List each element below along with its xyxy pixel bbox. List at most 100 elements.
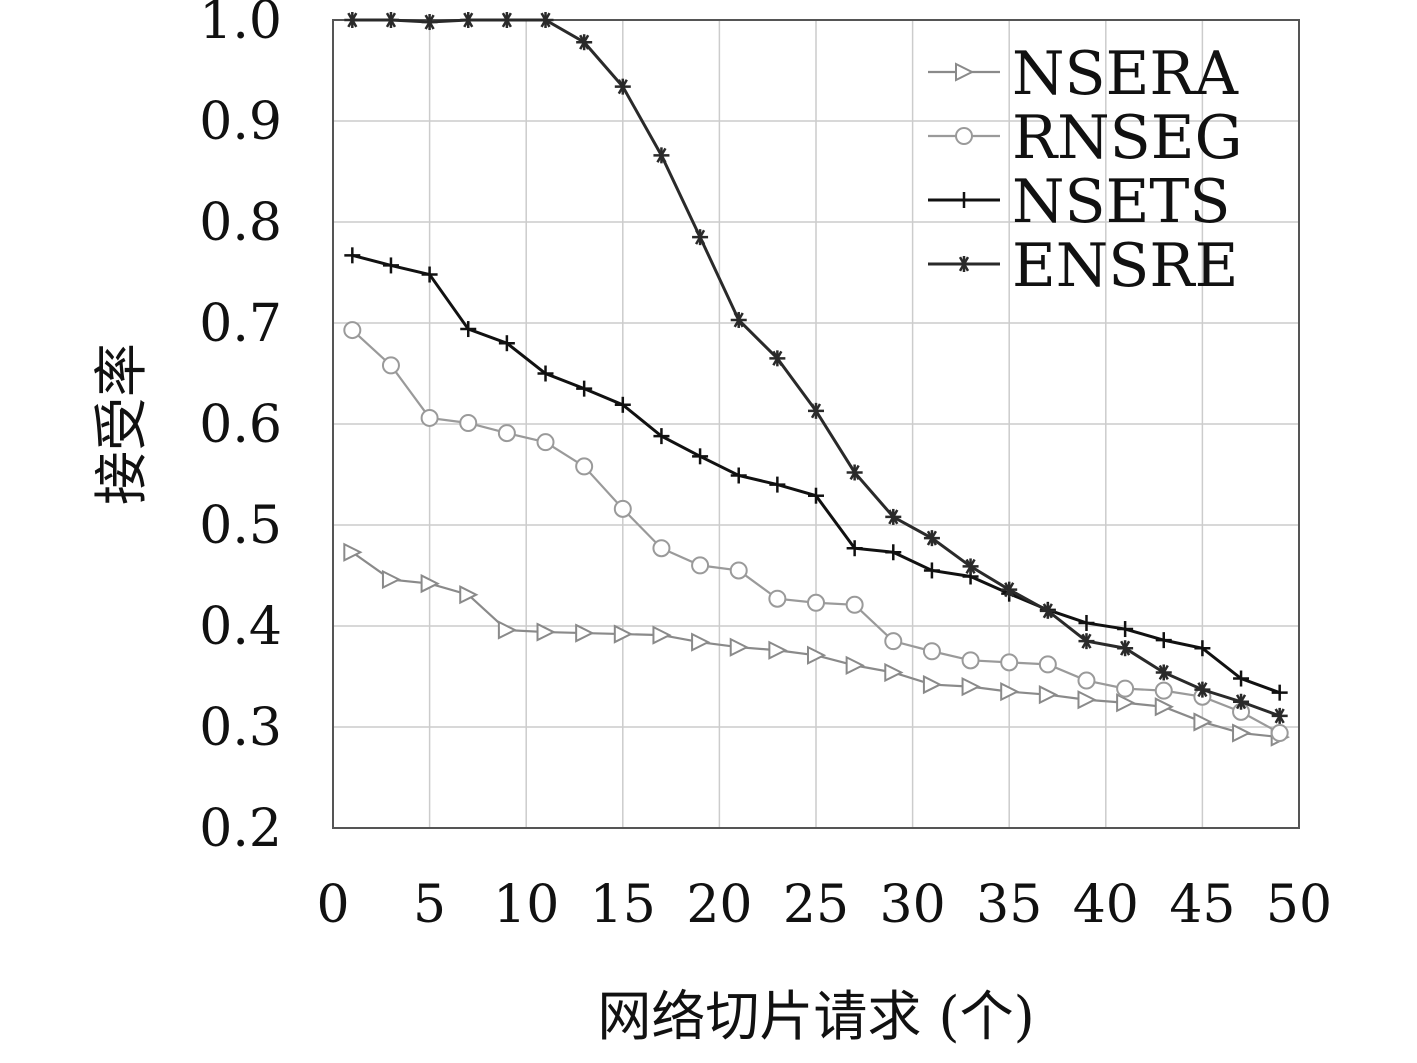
triangle-marker: [922, 674, 943, 695]
data-point-plus: [923, 562, 940, 579]
x-tick-label: 45: [1169, 875, 1235, 935]
data-point-triangle-right: [497, 620, 518, 640]
series-rnseg: [343, 321, 1289, 743]
data-point-circle: [1077, 671, 1096, 690]
data-point-circle: [575, 457, 594, 476]
circle-marker: [459, 413, 478, 432]
data-point-triangle-right: [768, 640, 788, 660]
data-point-circle: [1000, 653, 1019, 672]
triangle-marker: [729, 637, 749, 657]
y-tick-label: 1.0: [199, 0, 282, 51]
legend-item-ensre: ENSRE: [928, 231, 1238, 301]
data-point-plus: [1271, 684, 1288, 701]
data-point-plus: [382, 257, 399, 274]
data-point-circle: [652, 539, 671, 558]
triangle-marker: [1000, 682, 1020, 702]
circle-marker: [575, 457, 594, 476]
data-point-triangle-right: [613, 624, 634, 644]
circle-marker: [381, 356, 400, 375]
series-ensre: [344, 12, 1288, 724]
data-point-asterisk: [692, 229, 709, 246]
circle-marker: [1154, 681, 1173, 700]
y-tick-label: 0.3: [199, 698, 282, 758]
data-point-asterisk: [1117, 640, 1134, 657]
triangle-marker: [575, 623, 595, 643]
data-point-plus: [1078, 614, 1095, 631]
data-point-plus: [460, 321, 477, 338]
data-point-asterisk: [769, 350, 786, 367]
data-point-asterisk: [956, 256, 972, 272]
data-point-plus: [769, 476, 786, 493]
data-point-triangle-right: [922, 674, 943, 695]
data-point-circle: [691, 556, 710, 575]
data-point-plus: [614, 396, 631, 413]
data-point-triangle-right: [381, 569, 402, 590]
triangle-marker: [1038, 685, 1059, 705]
data-point-asterisk: [1001, 581, 1018, 598]
data-point-plus: [846, 540, 863, 557]
data-point-asterisk: [576, 34, 593, 51]
y-axis-label: 接受率: [90, 343, 153, 505]
data-point-circle: [1038, 655, 1057, 674]
triangle-marker: [1232, 723, 1252, 743]
data-point-asterisk: [923, 530, 940, 547]
x-tick-label: 50: [1266, 875, 1332, 935]
triangle-marker: [768, 640, 788, 660]
circle-marker: [768, 589, 787, 608]
x-tick-label: 5: [413, 875, 446, 935]
triangle-marker: [613, 624, 634, 644]
data-point-plus: [692, 448, 709, 465]
y-tick-label: 0.6: [199, 395, 282, 455]
data-point-circle: [1154, 681, 1173, 700]
tick-labels: 0 5 10 15 20 25 30 35 40 45 50 0.2 0.3 0.4 0.5 0.6 0.7 0.…: [199, 0, 1332, 935]
data-point-triangle-right: [1116, 693, 1136, 713]
x-tick-label: 15: [590, 875, 656, 935]
data-point-plus: [808, 487, 824, 504]
data-point-asterisk: [1078, 633, 1095, 650]
data-point-asterisk: [421, 14, 438, 31]
data-point-circle: [497, 424, 516, 443]
y-tick-label: 0.8: [199, 193, 282, 253]
data-point-triangle-right: [691, 632, 711, 652]
data-point-plus: [653, 428, 670, 445]
triangle-marker: [961, 676, 981, 697]
data-point-circle: [613, 499, 632, 518]
data-point-plus: [1117, 621, 1134, 638]
data-point-triangle-right: [652, 625, 672, 645]
data-point-asterisk: [885, 508, 902, 525]
data-point-triangle-right: [1193, 712, 1213, 732]
triangle-marker: [381, 569, 402, 590]
legend-item-nsera: NSERA: [928, 39, 1239, 109]
x-tick-label: 10: [493, 875, 559, 935]
x-tick-label: 0: [316, 875, 349, 935]
data-point-circle: [961, 651, 980, 670]
data-point-circle: [1116, 679, 1135, 698]
data-point-asterisk: [846, 464, 863, 481]
triangle-marker: [497, 620, 518, 640]
triangle-marker: [691, 632, 711, 652]
circle-marker: [729, 561, 748, 580]
data-point-plus: [1194, 640, 1211, 657]
data-point-plus: [421, 266, 438, 283]
legend-label: RNSEG: [1012, 103, 1243, 173]
data-point-circle: [420, 408, 439, 427]
data-point-triangle-right: [807, 645, 827, 665]
data-point-asterisk: [1271, 707, 1288, 724]
data-point-circle: [459, 413, 478, 432]
circle-marker: [884, 632, 903, 651]
y-tick-label: 0.9: [199, 92, 282, 152]
data-point-circle: [807, 593, 825, 612]
data-point-asterisk: [344, 12, 361, 28]
circle-marker: [955, 127, 973, 145]
plot-frame: [332, 19, 1300, 829]
data-point-triangle-right: [1000, 682, 1020, 702]
triangle-marker: [807, 645, 827, 665]
x-tick-label: 35: [976, 875, 1042, 935]
data-point-plus: [1233, 670, 1250, 687]
data-point-circle: [768, 589, 787, 608]
triangle-marker: [1077, 690, 1097, 710]
data-point-circle: [884, 632, 903, 651]
data-point-triangle-right: [1154, 697, 1174, 717]
data-point-triangle-right: [536, 622, 556, 642]
circle-marker: [497, 424, 516, 443]
